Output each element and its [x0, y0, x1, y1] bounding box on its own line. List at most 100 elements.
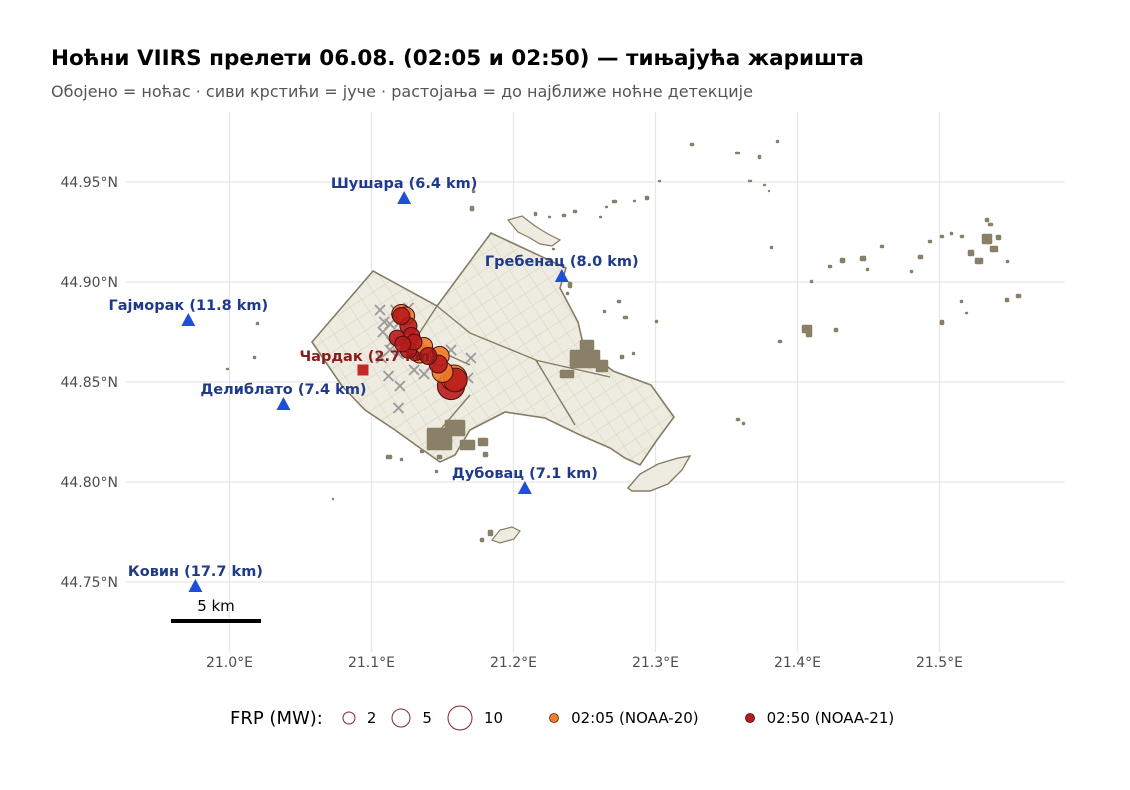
- town-marker: [397, 191, 412, 204]
- y-tick-label: 44.90°N: [60, 275, 118, 291]
- town-label: Гаjморак (11.8 km): [108, 298, 268, 314]
- land-patch: [809, 279, 814, 284]
- land-patch: [385, 454, 393, 460]
- legend-frp-5: 5: [390, 707, 432, 729]
- yesterday-cross: [382, 370, 395, 382]
- land-patch: [619, 354, 625, 360]
- yesterday-cross: [392, 402, 405, 414]
- land-patch: [959, 234, 965, 239]
- legend: FRP (MW): 2 5 10 02:05 (NOAA-20) 02:50 (…: [230, 704, 908, 732]
- land-patch: [909, 269, 914, 274]
- night-detection-point: [394, 335, 412, 353]
- river-island-small: [491, 526, 521, 544]
- land-patch: [471, 189, 476, 194]
- yesterday-cross: [384, 344, 396, 356]
- land-patch: [741, 421, 746, 426]
- legend-frp-2: 2: [341, 709, 377, 727]
- yesterday-cross: [394, 380, 406, 392]
- river-island: [626, 455, 692, 492]
- land-patch: [477, 437, 489, 447]
- land-patch: [602, 309, 607, 314]
- night-detection-point: [419, 346, 438, 366]
- legend-frp-10: 10: [446, 704, 503, 732]
- land-patch: [644, 195, 650, 201]
- land-patch: [1005, 259, 1010, 264]
- land-patch: [967, 249, 975, 257]
- land-patch: [469, 205, 475, 212]
- scattered-patches: [225, 139, 1022, 543]
- land-patch: [569, 349, 601, 369]
- land-patch: [567, 281, 573, 289]
- land-patch: [444, 419, 466, 437]
- town-marker: [554, 269, 569, 282]
- legend-pass-0250-label: 02:50 (NOAA-21): [766, 709, 895, 727]
- legend-pass-0250: 02:50 (NOAA-21): [743, 709, 895, 727]
- y-tick-label: 44.75°N: [60, 575, 118, 591]
- land-patch: [767, 189, 771, 193]
- yesterday-cross: [408, 364, 420, 376]
- deliblato-sands-main: [310, 231, 675, 467]
- land-patch: [735, 417, 741, 422]
- legend-pass-0205: 02:05 (NOAA-20): [547, 709, 699, 727]
- y-axis-ticks: 44.95°N 44.90°N 44.85°N 44.80°N 44.75°N: [60, 175, 118, 591]
- land-patch: [989, 245, 999, 253]
- land-patch: [611, 199, 618, 204]
- land-patch: [769, 245, 774, 250]
- town-marker: [181, 313, 196, 326]
- land-patch: [533, 211, 538, 217]
- land-patch: [255, 321, 260, 326]
- land-patch: [762, 183, 767, 187]
- night-detection-point: [392, 306, 411, 326]
- town-label: Дубовац (7.1 km): [452, 466, 598, 482]
- x-axis-ticks: 21.0°E 21.1°E 21.2°E 21.3°E 21.4°E 21.5°E: [206, 655, 963, 671]
- land-patch: [399, 457, 404, 462]
- land-patch: [964, 311, 969, 315]
- land-patch: [927, 239, 933, 244]
- land-patch: [657, 179, 662, 183]
- land-patch: [777, 339, 783, 344]
- land-patch: [859, 255, 867, 262]
- night-detections: [388, 303, 468, 401]
- land-patch: [622, 315, 629, 320]
- land-patch: [252, 355, 257, 360]
- hq-marker-group: Чардак (2.7 km): [299, 349, 436, 376]
- land-patch: [419, 449, 425, 454]
- legend-frp-title: FRP (MW):: [230, 707, 323, 729]
- legend-frp-2-label: 2: [366, 709, 377, 727]
- land-patch: [775, 139, 780, 144]
- land-patch: [833, 327, 839, 333]
- yesterday-cross: [465, 352, 477, 364]
- land-patch: [987, 222, 994, 227]
- x-tick-label: 21.4°E: [774, 655, 821, 671]
- land-patch: [598, 215, 603, 219]
- town-label: Гребенац (8.0 km): [485, 254, 639, 270]
- land-patch: [949, 231, 954, 236]
- x-tick-label: 21.0°E: [206, 655, 253, 671]
- towns: Шушара (6.4 km) Гребенац (8.0 km) Гаjморак…: [108, 176, 639, 592]
- x-tick-label: 21.1°E: [348, 655, 395, 671]
- land-patch: [1015, 293, 1022, 299]
- yesterday-cross: [374, 304, 386, 316]
- x-tick-label: 21.3°E: [632, 655, 679, 671]
- land-patch: [616, 299, 622, 304]
- land-patch: [805, 331, 813, 338]
- hq-label: Чардак (2.7 km): [299, 349, 436, 365]
- land-patch: [572, 209, 578, 214]
- land-patch: [939, 234, 945, 239]
- land-patch: [434, 469, 439, 474]
- legend-pass-0205-label: 02:05 (NOAA-20): [571, 709, 699, 727]
- land-patch: [631, 351, 636, 356]
- land-patch: [917, 254, 924, 260]
- y-tick-label: 44.95°N: [60, 175, 118, 191]
- land-patch: [595, 359, 609, 373]
- town-marker: [517, 481, 532, 494]
- land-layer: [225, 139, 1022, 544]
- land-patch: [551, 247, 556, 251]
- yesterday-cross: [377, 326, 389, 338]
- scale-bar: 5 km: [171, 597, 261, 623]
- town-label: Делиблато (7.4 km): [200, 382, 366, 398]
- hq-marker: [357, 364, 369, 376]
- x-tick-label: 21.2°E: [490, 655, 537, 671]
- land-patch: [487, 529, 494, 537]
- town-label: Шушара (6.4 km): [331, 176, 478, 192]
